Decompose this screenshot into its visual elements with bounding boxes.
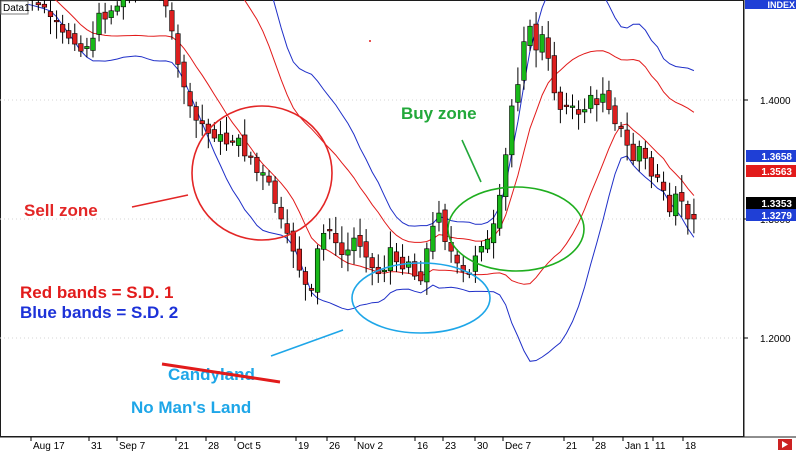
x-tick-label: Dec 7 bbox=[505, 441, 532, 452]
x-tick-label: Aug 17 bbox=[33, 441, 65, 452]
blue-bands-label: Blue bands = S.D. 2 bbox=[20, 303, 178, 322]
price-tag: 1.3658 bbox=[746, 150, 796, 163]
buy-zone-label: Buy zone bbox=[401, 104, 477, 123]
x-tick-label: Nov 2 bbox=[357, 441, 384, 452]
svg-text:1.3279: 1.3279 bbox=[761, 211, 792, 222]
sell-zone-label: Sell zone bbox=[24, 201, 98, 220]
price-tag: 1.3279 bbox=[746, 209, 796, 222]
x-tick-label: 26 bbox=[329, 441, 341, 452]
svg-text:1.3563: 1.3563 bbox=[761, 167, 792, 178]
price-tag: 1.3563 bbox=[746, 165, 796, 178]
x-tick-label: 31 bbox=[91, 441, 103, 452]
x-tick-label: 28 bbox=[208, 441, 220, 452]
x-tick-label: 23 bbox=[445, 441, 457, 452]
x-tick-label: 28 bbox=[595, 441, 607, 452]
x-tick-label: 16 bbox=[417, 441, 429, 452]
scroll-right-icon[interactable] bbox=[778, 439, 792, 450]
x-tick-label: 21 bbox=[566, 441, 578, 452]
index-label: INDEX bbox=[767, 0, 795, 10]
y-tick-label: 1.4000 bbox=[760, 96, 791, 107]
chart-title: Data1 bbox=[3, 3, 30, 14]
x-tick-label: 19 bbox=[298, 441, 310, 452]
x-tick-label: Oct 5 bbox=[237, 441, 261, 452]
x-tick-label: 11 bbox=[655, 441, 666, 452]
svg-text:1.3353: 1.3353 bbox=[761, 199, 792, 210]
x-tick-label: 18 bbox=[685, 441, 697, 452]
price-tag: 1.3353 bbox=[746, 197, 796, 210]
x-tick-label: 21 bbox=[178, 441, 190, 452]
stray-dot bbox=[369, 40, 371, 42]
y-tick-label: 1.2000 bbox=[760, 334, 791, 345]
x-tick-label: 30 bbox=[477, 441, 489, 452]
svg-text:1.3658: 1.3658 bbox=[761, 152, 792, 163]
x-tick-label: Jan 1 bbox=[625, 441, 650, 452]
x-tick-label: Sep 7 bbox=[119, 441, 146, 452]
no-mans-land-label: No Man's Land bbox=[131, 398, 251, 417]
red-bands-label: Red bands = S.D. 1 bbox=[20, 283, 174, 302]
